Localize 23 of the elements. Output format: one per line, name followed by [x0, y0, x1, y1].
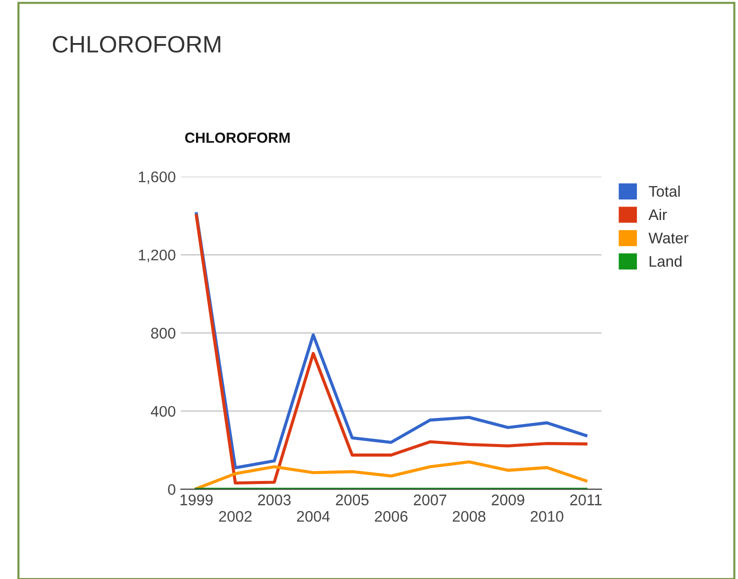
y-tick-label: 1,200: [138, 250, 176, 262]
x-tick-label: 2003: [258, 494, 291, 506]
x-tick-label: 2006: [374, 510, 408, 522]
line-series: [194, 460, 588, 490]
x-tick-label: 1999: [180, 494, 213, 506]
legend-label: Air: [648, 208, 667, 220]
y-tick-label: 1,600: [138, 171, 176, 184]
chart-title: CHLOROFORM: [52, 36, 220, 53]
x-tick-label: 2008: [452, 510, 486, 522]
chart-subtitle: CHLOROFORM: [185, 132, 290, 143]
x-tick-label: 2007: [414, 494, 446, 506]
x-tick-label: 2004: [297, 510, 330, 522]
x-tick-label: 2009: [492, 494, 524, 506]
y-tick-label: 0: [168, 484, 176, 495]
y-tick-label: 400: [150, 406, 176, 417]
x-tick-label: 2011: [570, 494, 602, 506]
x-tick-label: 2005: [336, 494, 369, 506]
x-tick-label: 2002: [219, 510, 252, 522]
x-tick-label: 2010: [530, 510, 564, 522]
legend-label: Land: [650, 256, 682, 267]
legend-label: Total: [648, 186, 680, 197]
legend-label: Water: [648, 232, 688, 244]
y-tick-label: 800: [151, 328, 176, 339]
